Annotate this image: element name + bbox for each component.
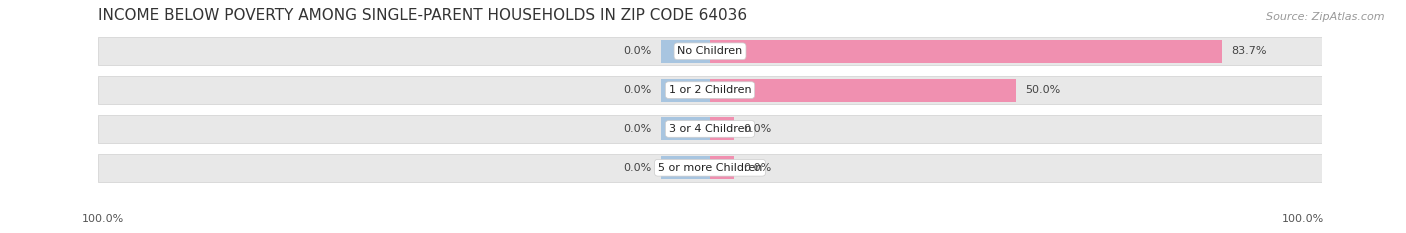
Text: 50.0%: 50.0% xyxy=(1025,85,1060,95)
Bar xyxy=(661,156,710,179)
Text: 0.0%: 0.0% xyxy=(624,46,652,56)
Text: 0.0%: 0.0% xyxy=(624,163,652,173)
Text: No Children: No Children xyxy=(678,46,742,56)
Text: 83.7%: 83.7% xyxy=(1232,46,1267,56)
Text: Source: ZipAtlas.com: Source: ZipAtlas.com xyxy=(1267,12,1385,22)
Text: 100.0%: 100.0% xyxy=(1282,214,1324,224)
Text: 5 or more Children: 5 or more Children xyxy=(658,163,762,173)
Text: 0.0%: 0.0% xyxy=(624,85,652,95)
Text: 3 or 4 Children: 3 or 4 Children xyxy=(669,124,751,134)
Text: 0.0%: 0.0% xyxy=(744,124,772,134)
Text: 100.0%: 100.0% xyxy=(82,214,124,224)
Text: 0.0%: 0.0% xyxy=(624,124,652,134)
Text: INCOME BELOW POVERTY AMONG SINGLE-PARENT HOUSEHOLDS IN ZIP CODE 64036: INCOME BELOW POVERTY AMONG SINGLE-PARENT… xyxy=(98,8,748,23)
Bar xyxy=(710,79,1015,102)
Bar xyxy=(661,79,710,102)
Bar xyxy=(98,76,1322,104)
Bar xyxy=(661,40,710,63)
Text: 1 or 2 Children: 1 or 2 Children xyxy=(669,85,751,95)
Text: 0.0%: 0.0% xyxy=(744,163,772,173)
Bar xyxy=(710,156,734,179)
Bar xyxy=(710,40,1222,63)
Bar xyxy=(98,115,1322,143)
Bar xyxy=(98,154,1322,182)
Bar xyxy=(98,37,1322,65)
Bar xyxy=(661,117,710,140)
Bar xyxy=(710,117,734,140)
